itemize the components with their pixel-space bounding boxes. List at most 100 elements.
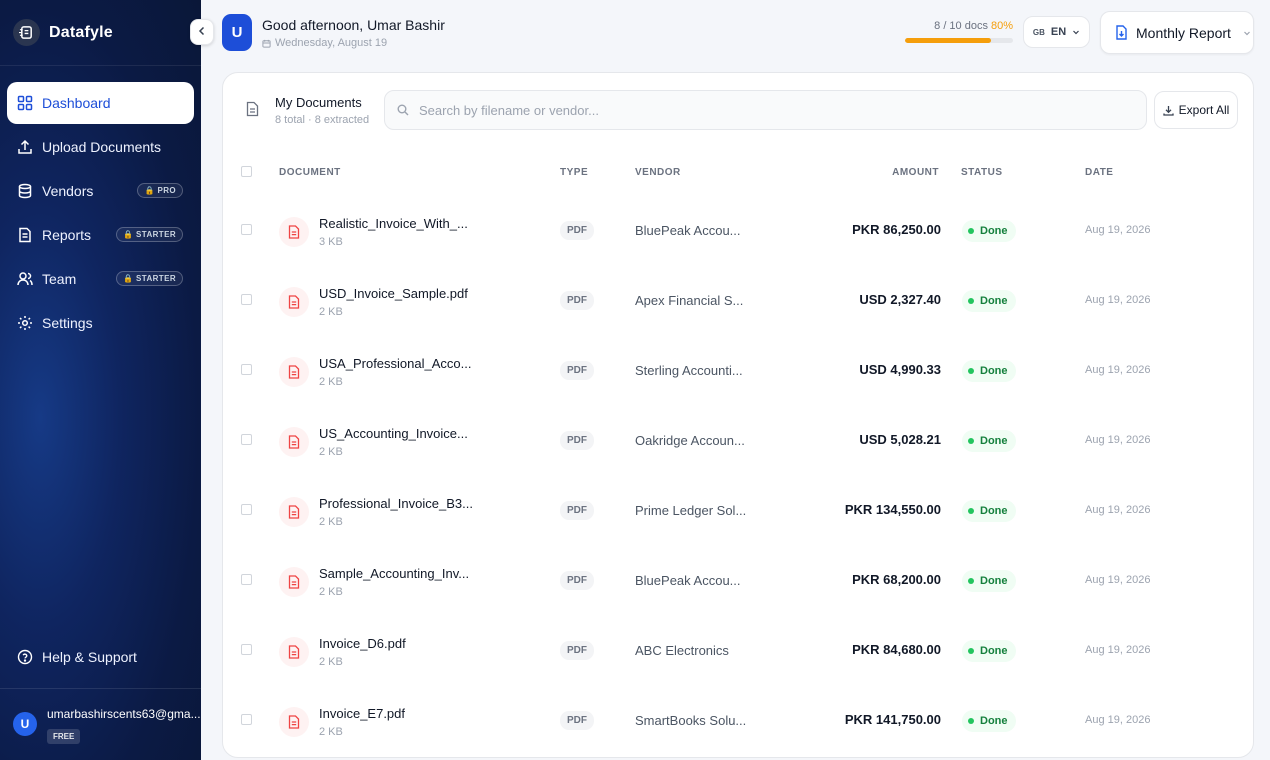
table-row[interactable]: Invoice_E7.pdf 2 KB PDF SmartBooks Solu.… [223,697,1255,760]
brand-name: Datafyle [49,23,113,41]
gear-icon [17,315,33,331]
column-date[interactable]: DATE [1085,167,1114,178]
document-date: Aug 19, 2026 [1085,504,1151,516]
pdf-file-icon [279,497,309,527]
type-badge: PDF [560,291,594,310]
file-size: 2 KB [319,516,343,528]
table-row[interactable]: Realistic_Invoice_With_... 3 KB PDF Blue… [223,207,1255,277]
row-checkbox[interactable] [241,294,252,305]
table-row[interactable]: USA_Professional_Acco... 2 KB PDF Sterli… [223,347,1255,417]
status-label: Done [980,505,1008,517]
type-badge: PDF [560,221,594,240]
row-checkbox[interactable] [241,714,252,725]
type-badge: PDF [560,431,594,450]
file-size: 2 KB [319,376,343,388]
file-name[interactable]: Realistic_Invoice_With_... [319,216,468,231]
export-label: Export All [1178,103,1230,117]
sidebar-nav: Dashboard Upload Documents Vendors 🔒 PRO… [0,66,201,344]
table-row[interactable]: Invoice_D6.pdf 2 KB PDF ABC Electronics … [223,627,1255,697]
file-size: 3 KB [319,236,343,248]
column-type[interactable]: TYPE [560,167,589,178]
search-input[interactable] [419,102,1119,118]
sidebar-item-label: Vendors [42,183,94,199]
sidebar-item-upload-documents[interactable]: Upload Documents [7,126,194,168]
table-row[interactable]: USD_Invoice_Sample.pdf 2 KB PDF Apex Fin… [223,277,1255,347]
language-selector[interactable]: GB EN [1023,16,1090,48]
vendor-name: Prime Ledger Sol... [635,503,747,518]
date-display: Wednesday, August 19 [262,37,387,49]
file-size: 2 KB [319,726,343,738]
search-icon [397,104,409,116]
document-date: Aug 19, 2026 [1085,294,1151,306]
chevron-down-icon [1243,29,1251,37]
doc-quota: 8 / 10 docs 80% [905,20,1013,43]
document-date: Aug 19, 2026 [1085,224,1151,236]
amount-value: PKR 134,550.00 [844,502,941,517]
starter-badge: 🔒 STARTER [116,227,183,242]
status-dot-icon [968,578,974,584]
pdf-file-icon [279,707,309,737]
status-badge: Done [962,430,1016,452]
chevron-left-icon [197,23,207,41]
table-row[interactable]: Sample_Accounting_Inv... 2 KB PDF BluePe… [223,557,1255,627]
collapse-sidebar-button[interactable] [190,19,214,45]
user-profile[interactable]: U umarbashirscents63@gma... FREE [0,688,201,760]
plan-badge: FREE [47,729,81,744]
sidebar-item-vendors[interactable]: Vendors 🔒 PRO [7,170,194,212]
report-button-label: Monthly Report [1136,24,1231,41]
row-checkbox[interactable] [241,504,252,515]
amount-value: USD 4,990.33 [859,362,941,377]
amount-value: PKR 86,250.00 [852,222,941,237]
header-avatar[interactable]: U [222,14,252,51]
file-name[interactable]: Invoice_E7.pdf [319,706,406,721]
vendor-name: Oakridge Accoun... [635,433,745,448]
avatar: U [13,712,37,736]
row-checkbox[interactable] [241,364,252,375]
monthly-report-button[interactable]: Monthly Report [1100,11,1254,54]
status-badge: Done [962,570,1016,592]
row-checkbox[interactable] [241,434,252,445]
quota-label: 8 / 10 docs 80% [934,20,1013,32]
pro-badge: 🔒 PRO [137,183,183,198]
file-name[interactable]: US_Accounting_Invoice... [319,426,468,441]
sidebar-item-settings[interactable]: Settings [7,302,194,344]
database-icon [17,183,33,199]
file-name[interactable]: Sample_Accounting_Inv... [319,566,470,581]
vendor-name: BluePeak Accou... [635,223,741,238]
amount-value: PKR 68,200.00 [852,572,941,587]
sidebar-item-dashboard[interactable]: Dashboard [7,82,194,124]
user-email: umarbashirscents63@gma... [47,707,201,721]
row-checkbox[interactable] [241,574,252,585]
brand[interactable]: Datafyle [0,0,201,66]
greeting: Good afternoon, Umar Bashir [262,17,445,33]
status-badge: Done [962,710,1016,732]
column-document[interactable]: DOCUMENT [279,167,341,178]
search-box[interactable] [384,90,1147,130]
status-dot-icon [968,648,974,654]
select-all-checkbox[interactable] [241,166,252,177]
type-badge: PDF [560,501,594,520]
status-label: Done [980,365,1008,377]
sidebar-item-reports[interactable]: Reports 🔒 STARTER [7,214,194,256]
download-icon [1162,105,1174,116]
file-name[interactable]: Professional_Invoice_B3... [319,496,473,511]
status-badge: Done [962,220,1016,242]
sidebar-item-label: Settings [42,315,93,331]
column-amount[interactable]: AMOUNT [892,167,939,178]
help-support-link[interactable]: Help & Support [7,636,194,678]
column-vendor[interactable]: VENDOR [635,167,681,178]
file-name[interactable]: Invoice_D6.pdf [319,636,406,651]
status-badge: Done [962,360,1016,382]
file-name[interactable]: USA_Professional_Acco... [319,356,472,371]
grid-icon [17,95,33,111]
row-checkbox[interactable] [241,644,252,655]
table-row[interactable]: US_Accounting_Invoice... 2 KB PDF Oakrid… [223,417,1255,487]
row-checkbox[interactable] [241,224,252,235]
sidebar-item-team[interactable]: Team 🔒 STARTER [7,258,194,300]
file-name[interactable]: USD_Invoice_Sample.pdf [319,286,468,301]
table-row[interactable]: Professional_Invoice_B3... 2 KB PDF Prim… [223,487,1255,557]
column-status[interactable]: STATUS [961,167,1003,178]
file-download-icon [1115,25,1128,40]
status-label: Done [980,295,1008,307]
export-all-button[interactable]: Export All [1154,91,1238,129]
